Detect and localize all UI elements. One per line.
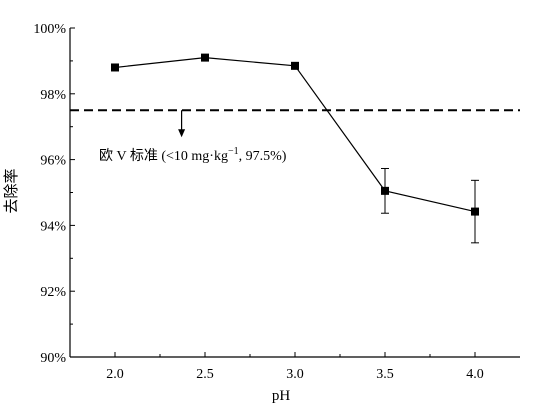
x-tick-label: 3.0 bbox=[286, 367, 304, 382]
data-point-marker bbox=[471, 207, 479, 216]
data-point-marker bbox=[111, 63, 119, 72]
reference-label-suffix: , 97.5%) bbox=[239, 149, 287, 164]
markers bbox=[111, 53, 479, 216]
series-group bbox=[111, 53, 479, 244]
data-point-marker bbox=[381, 186, 389, 195]
data-point-marker bbox=[201, 53, 209, 62]
y-tick-label: 96% bbox=[40, 154, 66, 169]
reference-line-label: 欧 V 标准 (<10 mg·kg−1, 97.5%) bbox=[99, 146, 287, 164]
reference-line-group: 欧 V 标准 (<10 mg·kg−1, 97.5%) bbox=[70, 109, 520, 164]
x-axis-label: pH bbox=[272, 388, 291, 404]
x-tick-label: 4.0 bbox=[466, 367, 484, 382]
y-tick-label: 100% bbox=[33, 22, 66, 37]
data-point-marker bbox=[291, 61, 299, 70]
reference-arrow-icon bbox=[178, 129, 186, 138]
y-ticks: 90% 92% 94% 96% 98% 100% bbox=[33, 22, 75, 366]
y-tick-label: 94% bbox=[40, 219, 66, 234]
y-axis-label: 去除率 bbox=[3, 168, 20, 213]
y-tick-label: 98% bbox=[40, 88, 66, 103]
x-ticks: 2.0 2.5 3.0 3.5 4.0 bbox=[106, 352, 484, 382]
reference-label-superscript: −1 bbox=[228, 146, 239, 157]
x-tick-label: 2.5 bbox=[196, 367, 214, 382]
y-tick-label: 92% bbox=[40, 285, 66, 300]
series-line bbox=[114, 57, 476, 213]
reference-label-prefix: 欧 V 标准 (<10 mg·kg bbox=[99, 148, 228, 164]
axes bbox=[69, 28, 520, 358]
y-tick-label: 90% bbox=[40, 351, 66, 366]
x-tick-label: 2.0 bbox=[106, 367, 124, 382]
x-tick-label: 3.5 bbox=[376, 367, 394, 382]
